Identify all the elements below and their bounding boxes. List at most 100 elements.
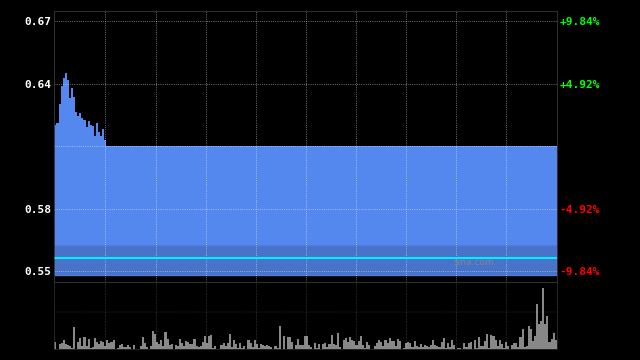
Bar: [278, 146, 281, 245]
Bar: [79, 338, 81, 349]
Bar: [310, 146, 312, 245]
Bar: [422, 146, 424, 245]
Bar: [517, 146, 520, 245]
Bar: [422, 347, 424, 349]
Bar: [156, 342, 158, 349]
Bar: [227, 146, 228, 245]
Bar: [100, 341, 102, 349]
Bar: [243, 346, 245, 349]
Bar: [264, 346, 266, 349]
Bar: [542, 146, 545, 245]
Bar: [410, 342, 412, 349]
Bar: [399, 146, 401, 245]
Bar: [318, 146, 320, 245]
Bar: [252, 347, 253, 349]
Bar: [276, 348, 278, 349]
Bar: [360, 146, 362, 245]
Bar: [366, 342, 368, 349]
Bar: [536, 146, 538, 245]
Bar: [141, 337, 143, 349]
Bar: [393, 146, 395, 245]
Bar: [300, 146, 301, 245]
Bar: [397, 146, 399, 245]
Bar: [54, 125, 56, 146]
Bar: [241, 347, 243, 349]
Bar: [308, 146, 310, 245]
Bar: [158, 344, 160, 349]
Bar: [111, 342, 113, 349]
Bar: [183, 346, 185, 349]
Bar: [123, 347, 125, 349]
Bar: [212, 348, 214, 349]
Bar: [248, 146, 250, 245]
Bar: [253, 146, 256, 245]
Bar: [333, 146, 335, 245]
Bar: [227, 343, 228, 349]
Bar: [503, 146, 505, 245]
Bar: [345, 338, 347, 349]
Bar: [83, 120, 86, 146]
Bar: [395, 146, 397, 245]
Bar: [233, 146, 235, 245]
Bar: [235, 344, 237, 349]
Bar: [447, 146, 449, 245]
Bar: [465, 347, 468, 349]
Bar: [476, 146, 478, 245]
Bar: [492, 146, 495, 245]
Bar: [75, 112, 77, 146]
Bar: [289, 337, 291, 349]
Bar: [337, 333, 339, 349]
Bar: [528, 146, 530, 245]
Bar: [380, 342, 383, 349]
Bar: [497, 346, 499, 349]
Bar: [420, 146, 422, 245]
Bar: [253, 339, 256, 349]
Bar: [216, 146, 218, 245]
Bar: [71, 146, 73, 245]
Bar: [351, 341, 353, 349]
Text: sina.com: sina.com: [454, 258, 495, 267]
Bar: [125, 146, 127, 245]
Bar: [555, 146, 557, 245]
Bar: [266, 345, 268, 349]
Bar: [415, 146, 418, 245]
Bar: [538, 146, 540, 245]
Bar: [160, 146, 163, 245]
Bar: [542, 288, 545, 349]
Bar: [358, 341, 360, 349]
Bar: [468, 343, 470, 349]
Bar: [457, 348, 460, 349]
Bar: [166, 146, 168, 245]
Bar: [175, 146, 177, 245]
Bar: [499, 146, 500, 245]
Bar: [188, 146, 189, 245]
Bar: [83, 146, 86, 245]
Bar: [179, 339, 181, 349]
Bar: [482, 346, 484, 349]
Bar: [320, 348, 322, 349]
Bar: [58, 104, 61, 146]
Bar: [223, 146, 225, 245]
Bar: [206, 343, 208, 349]
Bar: [415, 346, 418, 349]
Bar: [127, 146, 129, 245]
Bar: [65, 146, 67, 245]
Bar: [545, 146, 547, 245]
Bar: [133, 146, 136, 245]
Bar: [262, 345, 264, 349]
Bar: [349, 146, 351, 245]
Bar: [301, 346, 303, 349]
Bar: [283, 336, 285, 349]
Bar: [550, 339, 553, 349]
Bar: [129, 146, 131, 245]
Bar: [343, 146, 345, 245]
Bar: [488, 146, 490, 245]
Bar: [133, 345, 136, 349]
Bar: [154, 334, 156, 349]
Bar: [320, 146, 322, 245]
Bar: [395, 346, 397, 349]
Bar: [355, 345, 358, 349]
Bar: [98, 344, 100, 349]
Bar: [210, 335, 212, 349]
Bar: [424, 146, 426, 245]
